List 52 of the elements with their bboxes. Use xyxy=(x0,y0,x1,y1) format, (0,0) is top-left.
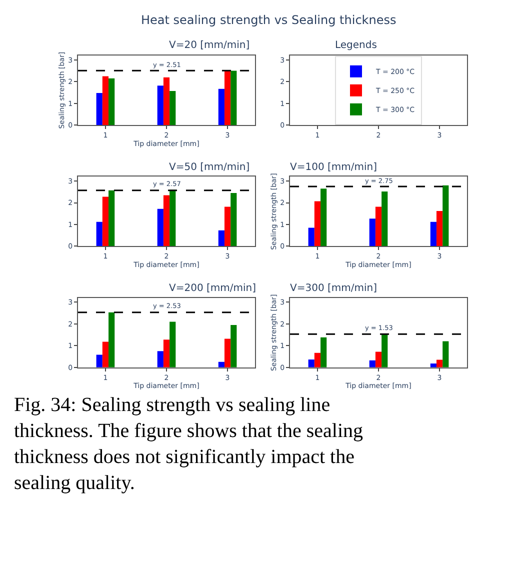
chart-title: V=100 [mm/min] xyxy=(290,162,378,173)
bar xyxy=(218,362,224,368)
bar xyxy=(369,218,376,246)
bar xyxy=(170,91,176,126)
bar xyxy=(436,211,443,246)
bar xyxy=(314,201,321,246)
text: Heat sealing strength vs Sealing thickness xyxy=(141,13,396,27)
bar xyxy=(157,208,164,246)
bar xyxy=(108,190,115,246)
bar xyxy=(218,88,224,126)
bar xyxy=(102,76,109,126)
bar xyxy=(108,78,115,126)
bar xyxy=(320,188,327,246)
bar xyxy=(369,360,376,368)
bar xyxy=(163,340,170,368)
bar xyxy=(230,70,237,126)
bar xyxy=(102,342,109,368)
bar xyxy=(375,352,382,368)
bar xyxy=(375,206,382,246)
bar xyxy=(224,206,231,246)
bar xyxy=(224,338,231,368)
bar xyxy=(430,222,436,246)
bar xyxy=(218,230,224,246)
bar xyxy=(314,352,321,368)
bar xyxy=(163,195,170,246)
bar xyxy=(230,193,237,246)
bar xyxy=(157,351,164,368)
bar xyxy=(230,325,237,368)
bar xyxy=(442,341,449,368)
bar xyxy=(170,322,176,368)
bar xyxy=(96,92,102,126)
bar xyxy=(382,334,388,368)
bar xyxy=(308,360,314,368)
chart-title: V=50 [mm/min] xyxy=(169,162,250,173)
bar xyxy=(320,337,327,368)
chart-title: V=20 [mm/min] xyxy=(169,40,250,51)
bar xyxy=(382,192,388,246)
bar xyxy=(308,228,314,246)
bar xyxy=(163,77,170,126)
bar xyxy=(224,70,231,126)
bar xyxy=(157,86,164,126)
bar xyxy=(442,185,449,246)
bar xyxy=(96,222,102,246)
caption: Fig. 34: Sealing strength vs sealing line thickness. The figure shows that the sealing thickness does not significantly impact the sealing quality. xyxy=(14,394,364,494)
bar xyxy=(108,312,115,368)
bar xyxy=(436,360,443,368)
chart-title: V=200 [mm/min] xyxy=(169,283,256,294)
chart-title: Legends xyxy=(335,40,377,51)
bar xyxy=(102,196,109,246)
chart-title: V=300 [mm/min] xyxy=(290,283,378,294)
bar xyxy=(170,190,176,246)
bar xyxy=(96,354,102,368)
